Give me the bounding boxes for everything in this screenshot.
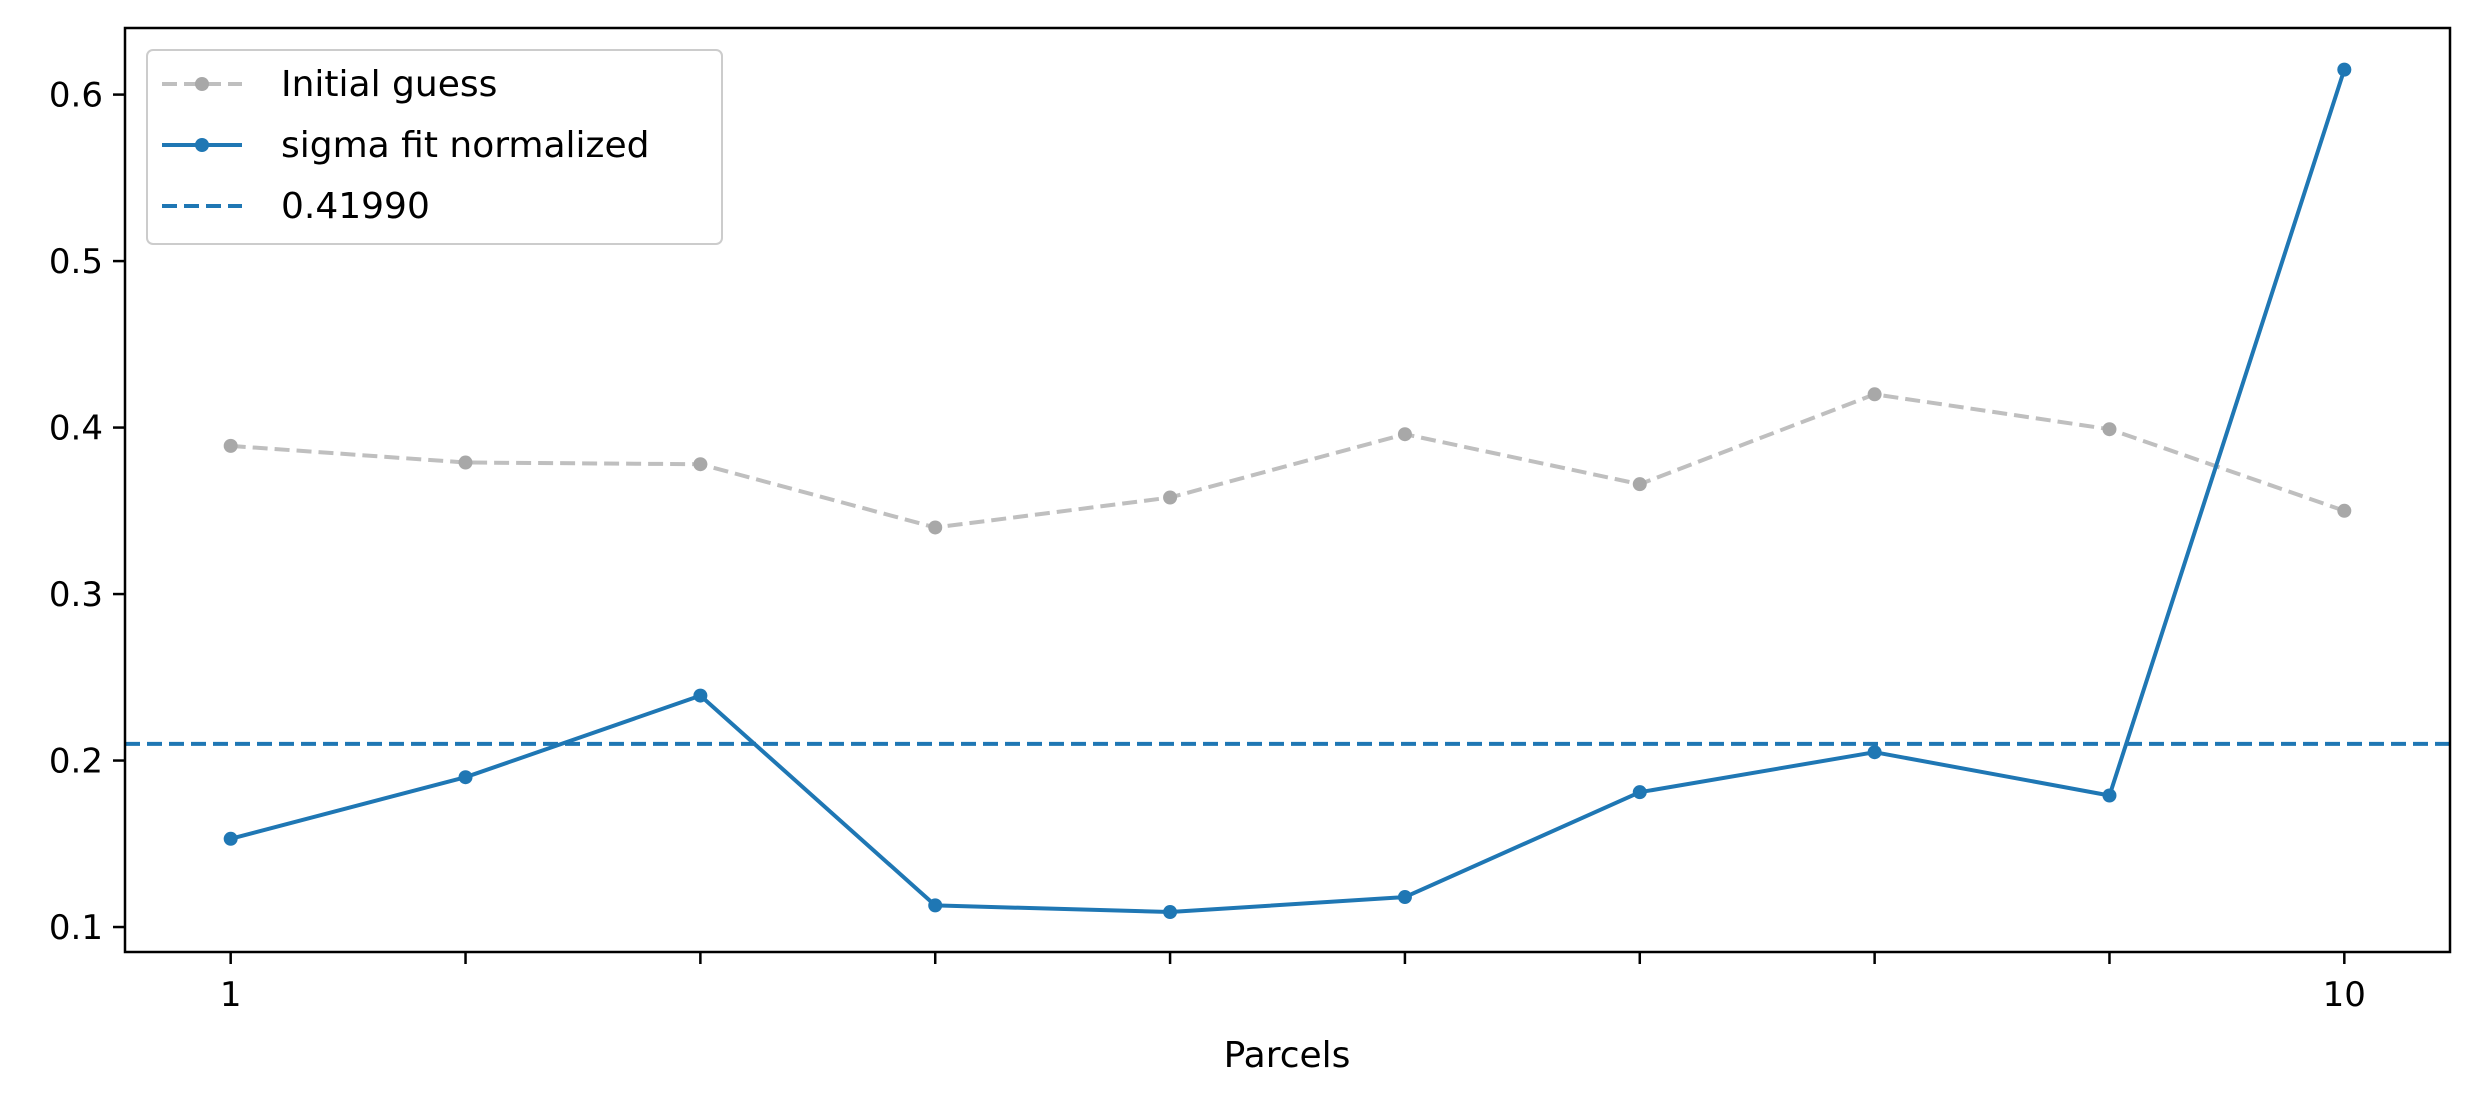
series-0-point-2	[458, 455, 473, 470]
series-1-point-2	[458, 770, 473, 785]
series-0-point-6	[1397, 427, 1412, 442]
series-0-point-5	[1163, 490, 1178, 505]
series-0-point-10	[2337, 503, 2352, 518]
series-0-point-7	[1632, 477, 1647, 492]
series-0-point-3	[693, 457, 708, 472]
y-tick-label-2: 0.3	[49, 575, 103, 615]
series-1-point-5	[1163, 905, 1178, 920]
axes: 0.1 0.2 0.3 0.4 0.5 0.6 1 10	[49, 26, 2452, 1015]
y-tick-label-3: 0.4	[49, 409, 103, 449]
legend-label-0: Initial guess	[281, 64, 497, 105]
x-tick-label-0: 1	[220, 975, 242, 1015]
legend-label-1: sigma fit normalized	[281, 125, 649, 166]
series-line-0	[230, 392, 2345, 530]
x-tick-label-9: 10	[2323, 975, 2366, 1015]
legend-frame	[146, 49, 723, 245]
series-1-point-4	[928, 898, 943, 913]
series-1-point-9	[2102, 788, 2117, 803]
series-0-point-4	[928, 520, 943, 535]
series-1-point-3	[693, 688, 708, 703]
series-1-point-6	[1397, 890, 1412, 905]
y-tick-label-1: 0.2	[49, 742, 103, 782]
x-axis-title: Parcels	[1224, 1035, 1351, 1076]
y-tick-label-0: 0.1	[49, 908, 103, 948]
legend-marker-1	[195, 138, 209, 152]
y-tick-label-5: 0.6	[49, 76, 103, 116]
series-1-point-1	[223, 831, 238, 846]
axes-frame	[123, 26, 2452, 954]
y-tick-label-4: 0.5	[49, 242, 103, 282]
series-line-1	[230, 68, 2347, 914]
series-0-point-8	[1867, 387, 1882, 402]
legend: Initial guess sigma fit normalized 0.41990	[146, 49, 723, 245]
plot-area	[125, 62, 2450, 920]
series-1-point-8	[1867, 745, 1882, 760]
series-0-point-9	[2102, 422, 2117, 437]
legend-marker-0	[195, 77, 209, 91]
series-1-point-10	[2337, 62, 2352, 77]
legend-label-2: 0.41990	[281, 186, 430, 227]
series-1-point-7	[1632, 785, 1647, 800]
series-0-point-1	[223, 438, 238, 453]
